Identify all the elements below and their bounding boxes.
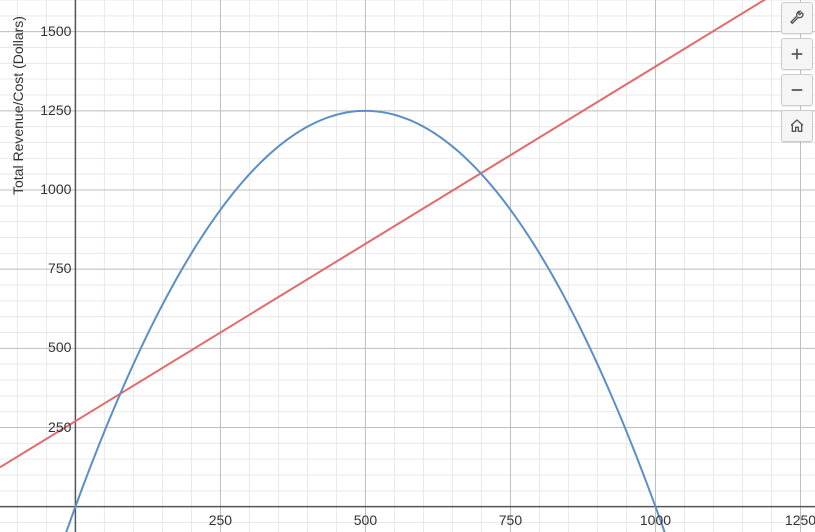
x-tick-label: 1250 [780, 512, 815, 528]
plot-svg [0, 0, 815, 532]
x-tick-label: 500 [345, 512, 385, 528]
y-tick-label: 750 [33, 260, 71, 276]
y-tick-label: 500 [33, 339, 71, 355]
settings-button[interactable] [781, 2, 813, 34]
home-icon [789, 118, 805, 134]
reset-view-button[interactable] [781, 110, 813, 142]
x-axis-label: Quanity(Number of glasses) [565, 529, 739, 532]
plus-icon [789, 46, 805, 62]
zoom-out-button[interactable] [781, 74, 813, 106]
zoom-in-button[interactable] [781, 38, 813, 70]
wrench-icon [789, 10, 805, 26]
y-tick-label: 1250 [33, 102, 71, 118]
y-axis-label: Total Revenue/Cost (Dollars) [10, 16, 26, 195]
x-tick-label: 1000 [635, 512, 675, 528]
minus-icon [789, 82, 805, 98]
x-tick-label: 250 [200, 512, 240, 528]
chart-toolbar [781, 2, 813, 142]
chart-container: Total Revenue/Cost (Dollars) Quanity(Num… [0, 0, 815, 532]
y-tick-label: 1500 [33, 23, 71, 39]
y-tick-label: 1000 [33, 181, 71, 197]
x-tick-label: 750 [490, 512, 530, 528]
y-tick-label: 250 [33, 419, 71, 435]
